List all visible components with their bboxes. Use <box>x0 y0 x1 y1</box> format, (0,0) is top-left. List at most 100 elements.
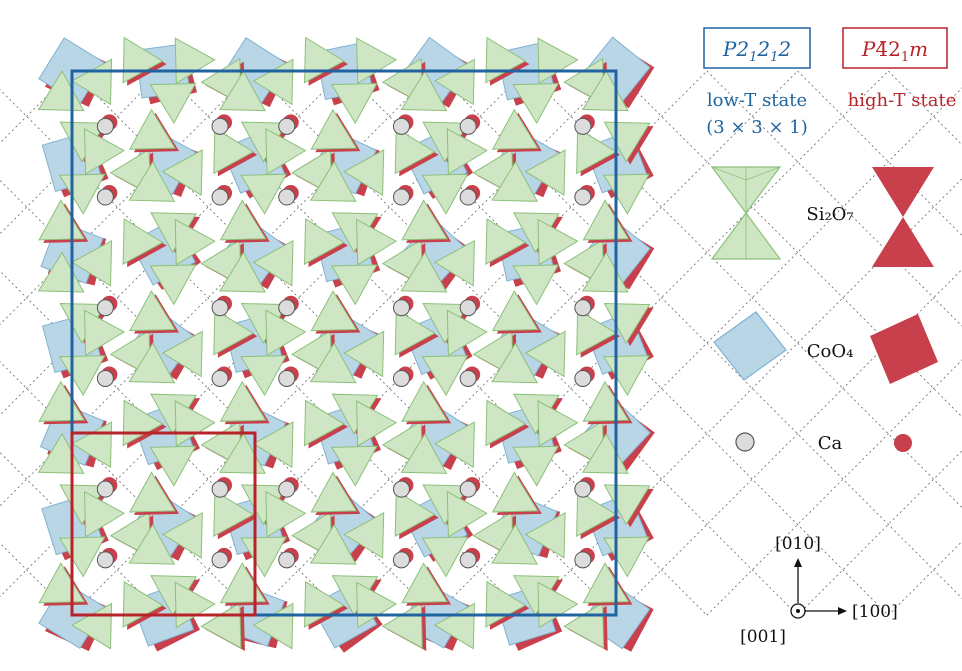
ca-grey-atom <box>392 299 410 317</box>
si2o7-green-shape <box>310 108 358 150</box>
si2o7-green-shape <box>309 523 357 565</box>
ca-grey-atom <box>574 188 592 206</box>
si2o7-green-shape <box>446 128 488 175</box>
si2o7-green-shape <box>576 308 618 356</box>
high-t-group-label: P4̄21m <box>861 37 928 65</box>
si2o7-green-shape <box>303 218 345 265</box>
ca-grey-atom <box>96 551 114 569</box>
low-t-group-label: P21212 <box>722 37 791 65</box>
ca-grey-atom <box>211 299 229 317</box>
ca-grey-atom <box>278 480 296 498</box>
si2o7-green-shape <box>71 239 113 287</box>
si2o7-green-shape <box>129 290 176 332</box>
si2o7-green-shape <box>394 127 436 175</box>
ca-grey-atom <box>574 369 592 387</box>
low-t-unit-cell <box>70 69 618 617</box>
si2o7-green-shape <box>38 562 86 604</box>
ca-grey-atom <box>278 551 296 569</box>
si2o7-green-shape <box>537 400 579 447</box>
low-t-supercell-label: (3 × 3 × 1) <box>706 117 807 138</box>
ca-grey-atom <box>278 299 296 317</box>
ca-grey-atom <box>574 551 592 569</box>
si2o7-green-shape <box>524 511 566 559</box>
coo4-blue-icon <box>713 311 787 381</box>
si2o7-green-shape <box>512 264 560 306</box>
si2o7-green-shape <box>343 149 385 196</box>
si2o7-green-shape <box>400 251 448 293</box>
ca-grey-atom <box>459 551 477 569</box>
si2o7-green-shape <box>219 380 267 422</box>
si2o7-green-shape <box>485 218 527 265</box>
ca-grey-atom <box>574 117 592 135</box>
ca-grey-icon <box>735 432 755 452</box>
si2o7-red-icon <box>872 167 934 267</box>
coo4-label: CoO₄ <box>807 341 854 362</box>
si2o7-green-shape <box>161 149 203 196</box>
si2o7-green-shape <box>576 127 618 175</box>
ca-grey-atom <box>459 299 477 317</box>
high-t-state-label: high-T state <box>848 90 957 111</box>
structure-projection <box>0 36 962 653</box>
axis-100-arrowhead-icon <box>838 607 847 615</box>
si2o7-green-shape <box>537 218 579 266</box>
si2o7-green-shape <box>83 128 125 175</box>
ca-label: Ca <box>818 433 843 454</box>
axes-indicator: [010] [100] [001] <box>740 534 898 647</box>
ca-grey-atom <box>278 369 296 387</box>
si2o7-green-shape <box>200 602 242 649</box>
si2o7-green-shape <box>128 160 176 202</box>
si2o7-green-shape <box>149 445 197 487</box>
ca-grey-atom <box>211 188 229 206</box>
si2o7-green-shape <box>394 308 436 356</box>
si2o7-green-shape <box>491 471 539 513</box>
coo4-red-icon <box>870 314 938 384</box>
si2o7-green-shape <box>174 37 216 85</box>
dotted-guide <box>253 70 798 616</box>
ca-grey-atom <box>278 117 296 135</box>
si2o7-green-shape <box>38 380 86 422</box>
si2o7-green-shape <box>310 471 358 513</box>
ca-grey-atom <box>96 299 114 317</box>
si2o7-green-shape <box>356 400 398 447</box>
ca-grey-atom <box>211 480 229 498</box>
si2o7-green-shape <box>356 218 398 266</box>
ca-grey-atom <box>392 480 410 498</box>
si2o7-green-shape <box>524 330 566 378</box>
ca-grey-atom <box>392 117 410 135</box>
si2o7-green-shape <box>252 239 294 287</box>
si2o7-green-shape <box>381 602 423 649</box>
si2o7-green-shape <box>174 218 216 266</box>
si2o7-green-shape <box>421 536 469 578</box>
si2o7-green-shape <box>433 421 475 469</box>
low-t-group-box <box>703 27 811 69</box>
si2o7-green-shape <box>149 264 197 306</box>
si2o7-green-shape <box>303 399 345 447</box>
si2o7-green-shape <box>213 127 255 175</box>
si2o7-green-shape <box>83 490 125 538</box>
si2o7-green-shape <box>129 108 176 150</box>
ca-grey-atom <box>96 480 114 498</box>
ca-grey-atom <box>459 480 477 498</box>
si2o7-green-shape <box>563 602 605 649</box>
ca-grey-atom <box>392 188 410 206</box>
si2o7-green-shape <box>421 355 469 397</box>
high-t-unit-cell <box>70 431 257 617</box>
si2o7-green-shape <box>309 342 357 384</box>
si2o7-green-shape <box>524 149 566 196</box>
si2o7-green-shape <box>582 380 630 422</box>
ca-grey-atom <box>211 369 229 387</box>
ca-grey-atom <box>211 551 229 569</box>
si2o7-green-shape <box>219 251 266 293</box>
ca-grey-atom <box>459 369 477 387</box>
si2o7-green-shape <box>491 523 539 565</box>
ca-grey-atom <box>459 117 477 135</box>
si2o7-green-shape <box>240 536 288 578</box>
si2o7-green-shape <box>128 523 176 565</box>
si2o7-green-shape <box>129 471 176 513</box>
si2o7-label: Si₂O₇ <box>806 204 853 225</box>
low-t-state-label: low-T state <box>707 90 807 111</box>
ca-grey-atom <box>392 369 410 387</box>
si2o7-green-shape <box>491 290 539 332</box>
si2o7-green-shape <box>401 380 448 422</box>
